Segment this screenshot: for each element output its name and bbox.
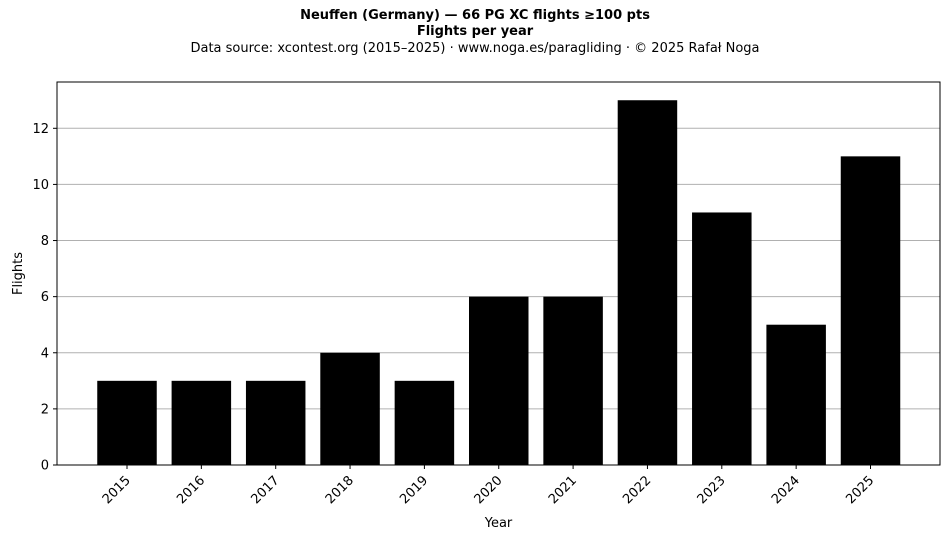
y-axis-label: Flights (11, 252, 26, 295)
bar-2022 (617, 100, 678, 465)
chart-subtitle: Flights per year (416, 24, 534, 39)
x-ticks: 2015 2016 2017 2018 2019 2020 2021 2022 2023 2024… (100, 465, 877, 507)
bar-2017 (245, 380, 306, 465)
y-tick-label: 12 (32, 122, 49, 137)
y-tick-label: 0 (41, 459, 49, 474)
bar-2018 (320, 352, 380, 465)
y-tick-label: 2 (41, 402, 49, 417)
x-tick-label: 2020 (472, 473, 506, 507)
x-axis-label: Year (484, 516, 513, 531)
x-tick-label: 2023 (695, 473, 729, 507)
chart-source-line: Data source: xcontest.org (2015–2025) · … (190, 41, 760, 56)
y-tick-label: 6 (41, 290, 49, 305)
bar-2015 (97, 380, 157, 465)
bar-2016 (171, 380, 232, 465)
y-tick-label: 8 (41, 234, 49, 249)
x-tick-label: 2016 (174, 473, 208, 507)
bar-2025 (840, 156, 901, 465)
y-ticks: 0 2 4 6 8 10 12 (32, 122, 57, 474)
x-tick-label: 2024 (769, 473, 803, 507)
x-tick-label: 2017 (249, 473, 283, 507)
x-tick-label: 2019 (397, 473, 431, 507)
x-tick-label: 2022 (620, 473, 654, 507)
y-tick-label: 4 (41, 346, 49, 361)
chart-titles: Neuffen (Germany) — 66 PG XC flights ≥10… (0, 8, 950, 58)
x-tick-label: 2018 (323, 473, 357, 507)
plot-frame (56, 81, 941, 466)
y-tick-label: 10 (32, 178, 49, 193)
chart-title: Neuffen (Germany) — 66 PG XC flights ≥10… (300, 8, 650, 23)
x-tick-label: 2015 (100, 473, 134, 507)
bar-2020 (469, 296, 529, 465)
bars (97, 100, 901, 465)
x-tick-label: 2021 (546, 473, 580, 507)
bar-2023 (692, 212, 752, 465)
bar-2021 (543, 296, 603, 465)
bar-2019 (394, 380, 455, 465)
bar-2024 (766, 324, 826, 465)
x-tick-label: 2025 (843, 473, 877, 507)
